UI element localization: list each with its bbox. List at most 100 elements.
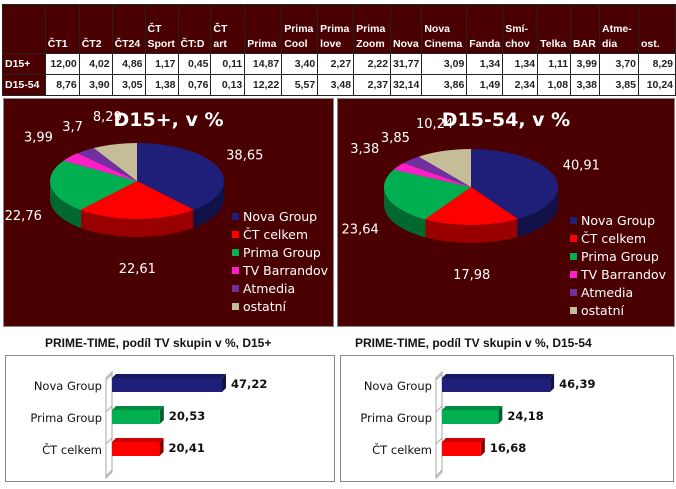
pie-slice bbox=[403, 156, 471, 187]
table-row: D15-54 8,76 3,90 3,05 1,38 0,76 0,13 12,22 5,57 3… bbox=[2, 74, 676, 96]
table-cell: 2,27 bbox=[317, 53, 355, 75]
legend-label: Prima Group bbox=[581, 248, 659, 264]
legend-label: Atmedia bbox=[243, 280, 296, 296]
bar-data-label: 46,39 bbox=[559, 377, 595, 391]
column-header: BAR bbox=[570, 4, 601, 54]
table-cell: 3,38 bbox=[570, 74, 601, 96]
column-header: ČT Sport bbox=[144, 4, 179, 54]
legend-item: Atmedia bbox=[570, 283, 666, 301]
legend-item: TV Barrandov bbox=[570, 265, 666, 283]
column-header: ČT art bbox=[210, 4, 246, 54]
legend-label: TV Barrandov bbox=[581, 266, 667, 282]
table-cell: 1,49 bbox=[466, 74, 504, 96]
table-cell: 2,34 bbox=[502, 74, 539, 96]
table-cell: 32,14 bbox=[390, 74, 423, 96]
pie-slice bbox=[471, 149, 558, 219]
pie-slice bbox=[77, 148, 137, 181]
table-cell: 1,34 bbox=[502, 53, 539, 75]
legend-swatch bbox=[570, 252, 577, 260]
legend-label: Nova Group bbox=[243, 208, 318, 224]
category-label: Prima Group bbox=[30, 411, 102, 425]
category-label: Nova Group bbox=[34, 379, 102, 393]
table-cell: 3,40 bbox=[281, 53, 319, 75]
bar-chart-d15-54: Nova Group 46,39 Prima Group 24,18 ČT celkem… bbox=[340, 355, 674, 482]
column-header: ČT24 bbox=[111, 4, 146, 54]
pie-legend: Nova Group ČT celkem Prima Group TV Barrand… bbox=[570, 211, 666, 319]
table-cell: 2,37 bbox=[353, 74, 392, 96]
pie-slice bbox=[418, 149, 471, 187]
legend-item: Prima Group bbox=[570, 247, 666, 265]
column-header: Prima love bbox=[317, 4, 355, 54]
table-cell: 3,90 bbox=[78, 74, 113, 96]
legend-label: ostatní bbox=[243, 298, 287, 314]
legend-swatch bbox=[570, 288, 577, 296]
column-header: Prima Cool bbox=[281, 4, 319, 54]
pie-data-label: 3,99 bbox=[24, 130, 53, 145]
bar bbox=[112, 442, 160, 456]
legend-item: ostatní bbox=[570, 301, 666, 319]
bar bbox=[112, 378, 223, 392]
table-cell: 8,29 bbox=[637, 53, 676, 75]
table-cell: 12,00 bbox=[44, 53, 80, 75]
pie-panel-d15: D15+, v % 38,65 22,61 22,76 3,99 3,7 8,29 Nova … bbox=[3, 98, 334, 327]
bar-data-label: 20,53 bbox=[169, 409, 205, 423]
pie-slice bbox=[137, 143, 224, 210]
pie-slice bbox=[384, 169, 471, 220]
table-cell: 4,86 bbox=[111, 53, 146, 75]
pie-data-label: 38,65 bbox=[226, 148, 263, 163]
pie-data-label: 40,91 bbox=[563, 159, 600, 174]
legend-swatch bbox=[232, 284, 239, 292]
legend-item: Atmedia bbox=[232, 279, 328, 297]
bar bbox=[442, 410, 499, 424]
row-label: D15+ bbox=[2, 53, 46, 75]
table-cell: 14,87 bbox=[244, 53, 283, 75]
pie-slice bbox=[93, 143, 137, 181]
legend-item: ČT celkem bbox=[232, 225, 328, 243]
table-cell: 8,76 bbox=[44, 74, 80, 96]
legend-swatch bbox=[232, 266, 239, 274]
legend-label: TV Barrandov bbox=[243, 262, 329, 278]
legend-item: ostatní bbox=[232, 297, 328, 315]
bar bbox=[442, 442, 481, 456]
table-cell: 31,77 bbox=[390, 53, 423, 75]
table-cell: 3,09 bbox=[421, 53, 468, 75]
legend-item: Nova Group bbox=[232, 207, 328, 225]
table-cell: 3,86 bbox=[421, 74, 468, 96]
column-header: Atme- dia bbox=[599, 4, 639, 54]
table-cell: 1,08 bbox=[537, 74, 572, 96]
legend-item: ČT celkem bbox=[570, 229, 666, 247]
column-header: Prima Zoom bbox=[353, 4, 392, 54]
column-header: ČT1 bbox=[44, 4, 80, 54]
share-table: ČT1 ČT2 ČT24 ČT Sport ČT:D ČT art Prima Prima C… bbox=[2, 4, 676, 96]
pie-title: D15+, v % bbox=[113, 109, 224, 131]
table-cell: 3,99 bbox=[570, 53, 601, 75]
bar bbox=[112, 410, 160, 424]
pie-data-label: 22,61 bbox=[119, 262, 156, 277]
legend-label: ČT celkem bbox=[581, 230, 647, 246]
column-header: ost. bbox=[637, 4, 676, 54]
pie-data-label: 22,76 bbox=[5, 209, 42, 224]
table-cell: 0,45 bbox=[177, 53, 212, 75]
bar bbox=[442, 378, 551, 392]
column-header: Prima bbox=[244, 4, 283, 54]
table-cell: 3,05 bbox=[111, 74, 146, 96]
pie-legend: Nova Group ČT celkem Prima Group TV Barrand… bbox=[232, 207, 328, 315]
pie-data-label: 3,38 bbox=[350, 142, 379, 157]
pie-data-label: 23,64 bbox=[342, 223, 379, 238]
category-label: ČT celkem bbox=[372, 442, 432, 457]
legend-item: Prima Group bbox=[232, 243, 328, 261]
legend-label: ostatní bbox=[581, 302, 625, 318]
pie-data-label: 3,85 bbox=[381, 131, 410, 146]
legend-swatch bbox=[570, 216, 577, 224]
table-cell: 1,34 bbox=[466, 53, 504, 75]
bar-title-d15-54: PRIME-TIME, podíl TV skupin v %, D15-54 bbox=[355, 336, 592, 350]
column-header: Nova bbox=[390, 4, 423, 54]
bar-data-label: 47,22 bbox=[231, 377, 267, 391]
pie-slice bbox=[49, 160, 137, 210]
legend-swatch bbox=[232, 230, 239, 238]
category-label: ČT celkem bbox=[42, 442, 102, 457]
table-cell: 1,17 bbox=[144, 53, 179, 75]
table-cell: 3,48 bbox=[317, 74, 355, 96]
column-header: Smí- chov bbox=[502, 4, 539, 54]
pie-title: D15-54, v % bbox=[441, 109, 571, 131]
